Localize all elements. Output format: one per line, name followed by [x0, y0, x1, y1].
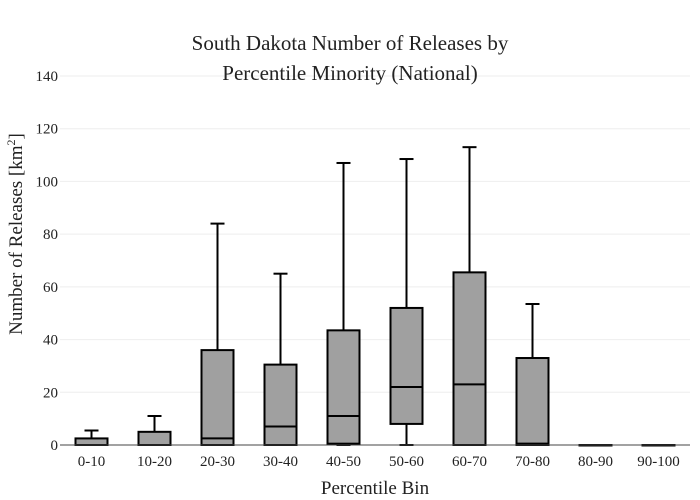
box-iqr: [326, 329, 361, 445]
y-axis-title: Number of Releases [km2]: [4, 133, 27, 335]
x-tick-label: 50-60: [389, 454, 424, 470]
y-axis-title-end: ]: [6, 133, 27, 139]
y-tick-label: 100: [36, 174, 59, 190]
box-iqr: [515, 357, 550, 446]
box-iqr: [200, 349, 235, 446]
y-tick-label: 140: [36, 69, 59, 85]
box-30-40: [263, 272, 298, 446]
x-axis-title: Percentile Bin: [321, 478, 430, 499]
x-tick-label: 0-10: [78, 454, 106, 470]
chart-title-line-1: South Dakota Number of Releases by: [192, 31, 509, 55]
box-iqr: [137, 430, 172, 447]
box-layer: [74, 146, 676, 447]
x-tick-label: 20-30: [200, 454, 235, 470]
x-tick-label: 70-80: [515, 454, 550, 470]
axis-layer: 0 20 40 60 80 100 120 140 0-10 10-20 20-30 30-40 40-…: [36, 69, 690, 470]
y-tick-label: 20: [43, 385, 58, 401]
box-10-20: [137, 415, 172, 447]
x-tick-label: 80-90: [578, 454, 613, 470]
x-tick-label: 30-40: [263, 454, 298, 470]
x-tick-label: 90-100: [637, 454, 680, 470]
box-50-60: [389, 158, 424, 446]
box-60-70: [452, 146, 487, 446]
box-40-50: [326, 161, 361, 446]
box-0-10: [74, 429, 109, 446]
grid-layer: [60, 75, 690, 393]
y-tick-label: 120: [36, 122, 59, 138]
y-tick-label: 80: [43, 227, 58, 243]
box-20-30: [200, 222, 235, 446]
chart-title-line-2: Percentile Minority (National): [222, 61, 477, 85]
x-tick-label: 10-20: [137, 454, 172, 470]
x-tick-label: 60-70: [452, 454, 487, 470]
y-tick-label: 40: [43, 333, 58, 349]
box-iqr: [263, 363, 298, 446]
box-iqr: [389, 306, 424, 425]
box-70-80: [515, 302, 550, 446]
x-tick-label: 40-50: [326, 454, 361, 470]
y-tick-label: 60: [43, 280, 58, 296]
y-axis-title-superscript: 2: [4, 139, 18, 145]
y-tick-label: 0: [51, 438, 59, 454]
y-axis-title-main: Number of Releases [km: [6, 145, 27, 335]
box-iqr: [452, 271, 487, 446]
